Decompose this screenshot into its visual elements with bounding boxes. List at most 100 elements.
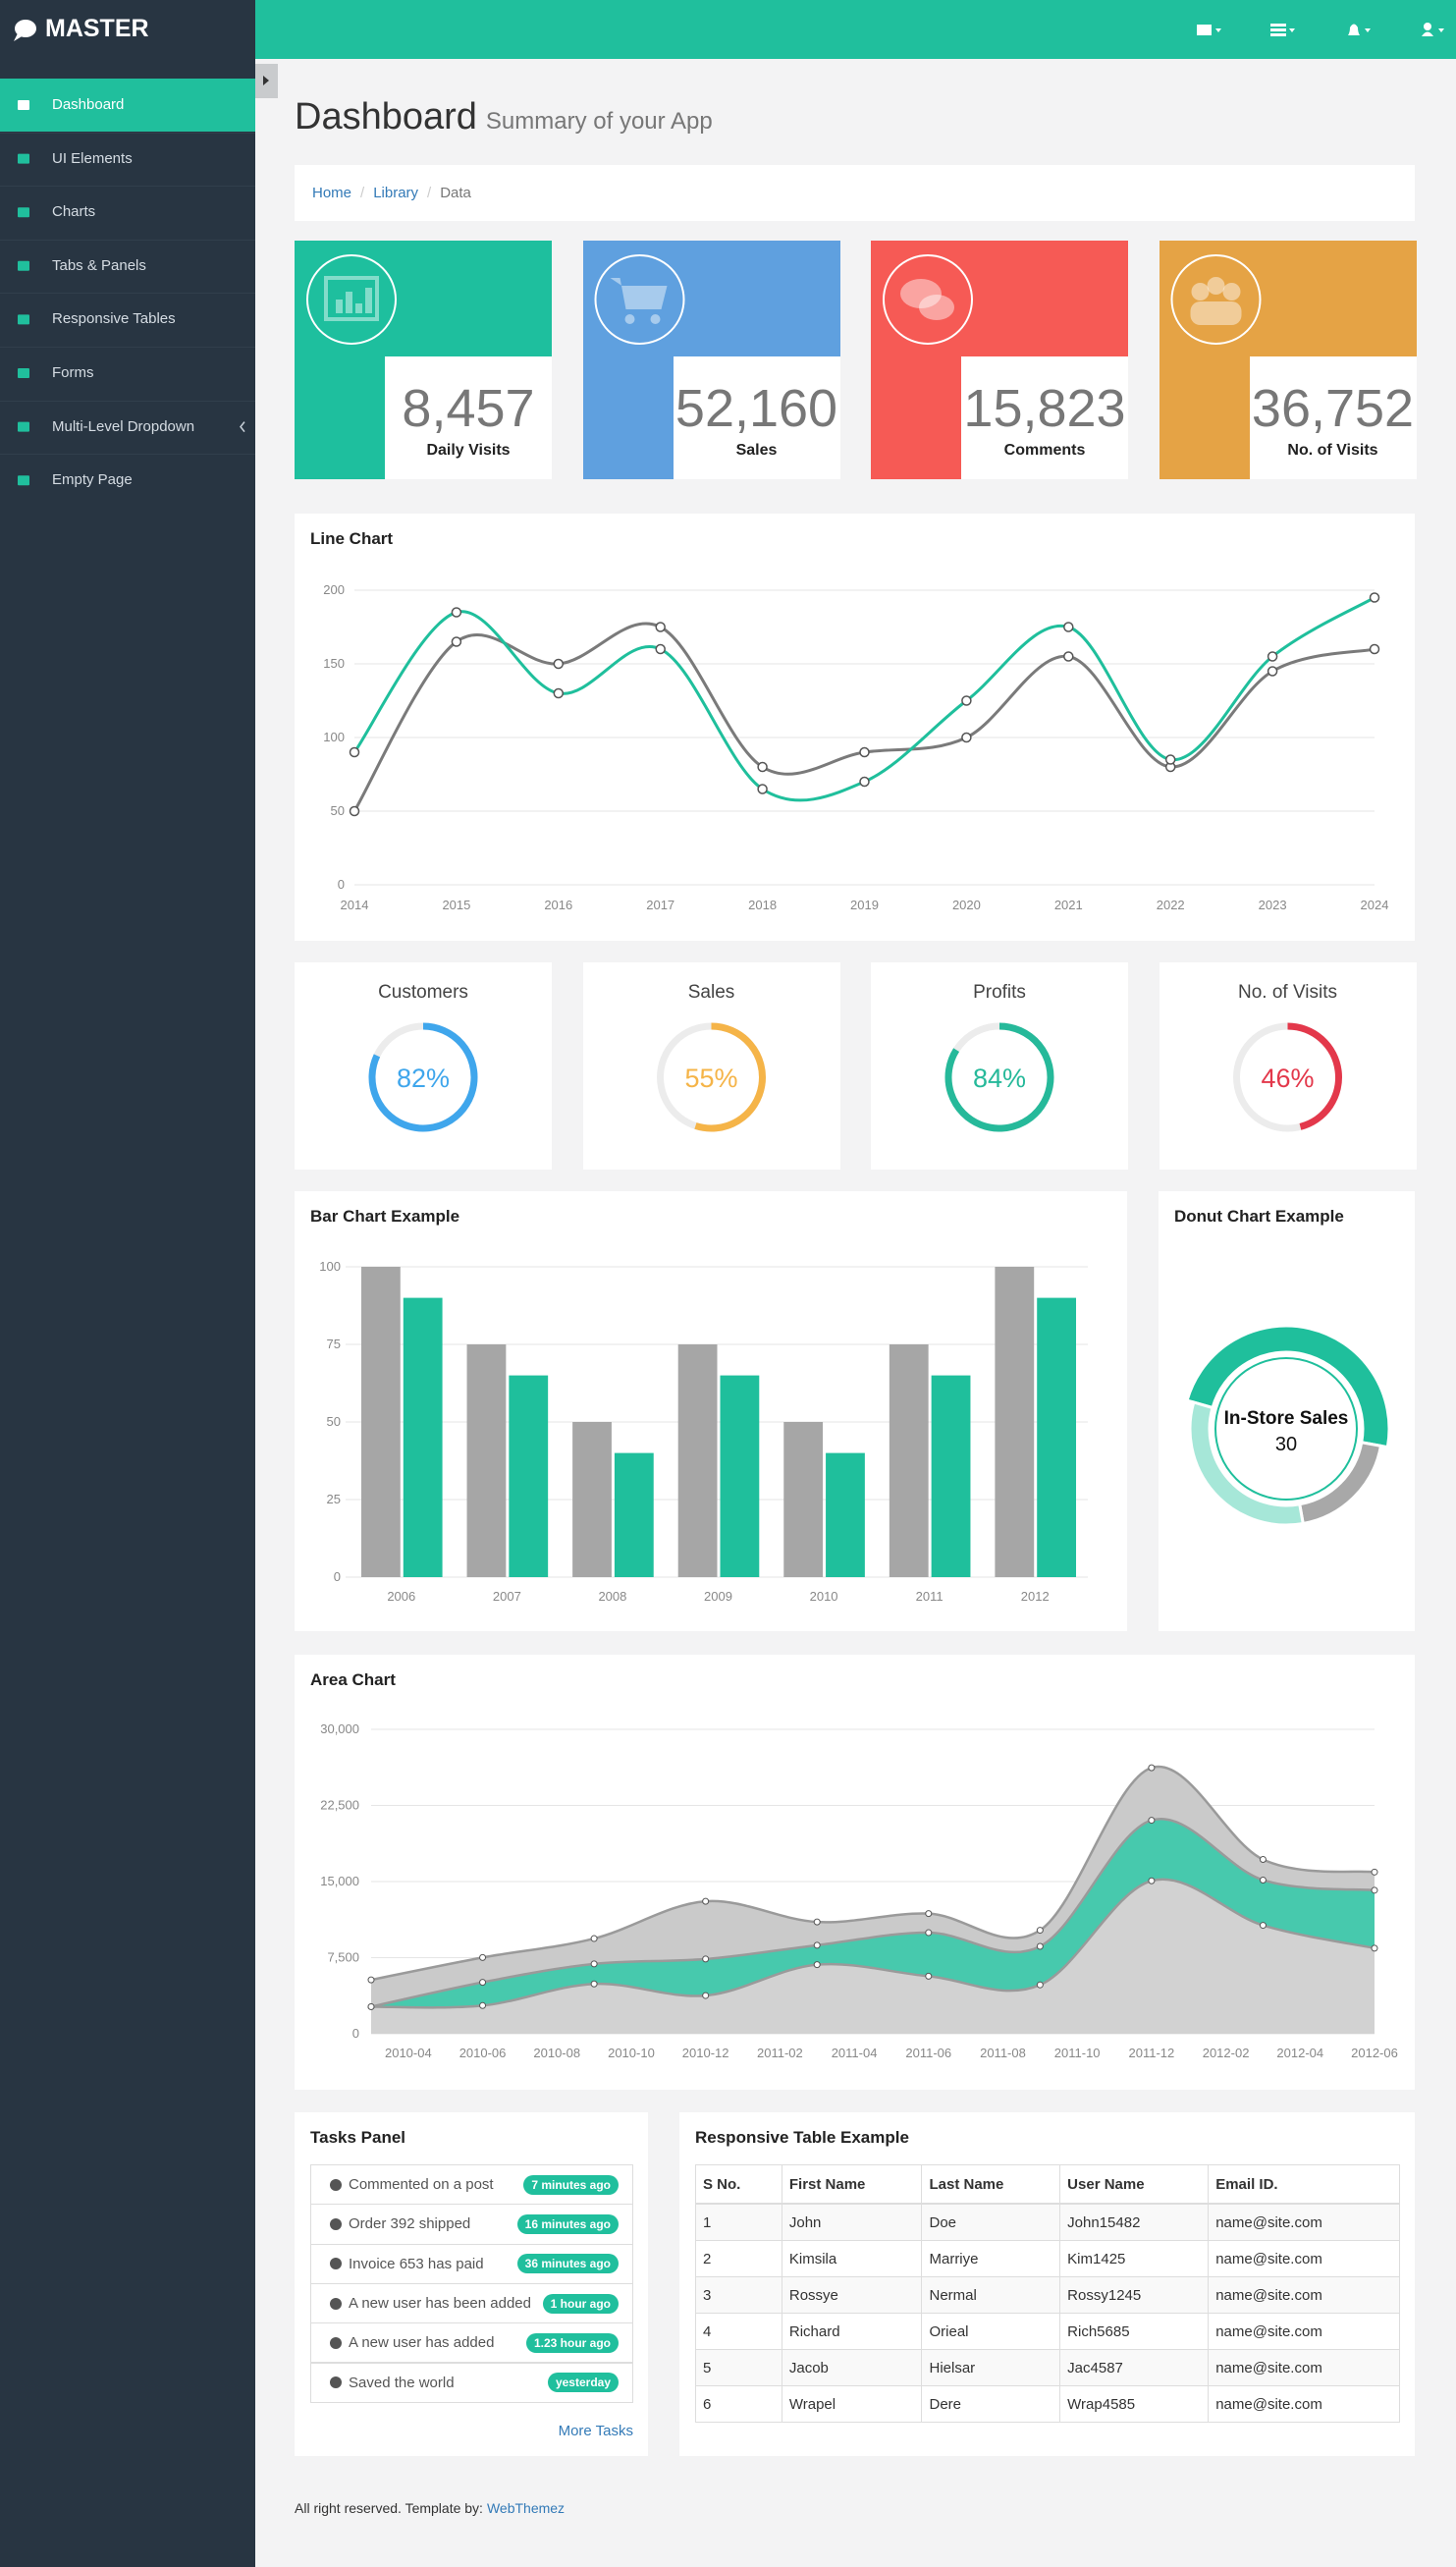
menu-separator — [0, 454, 255, 456]
table-cell: Marriye — [921, 2240, 1061, 2277]
task-icon-shape — [330, 2217, 342, 2230]
panel — [1159, 1191, 1415, 1631]
task-icon — [330, 2178, 342, 2191]
menu-item[interactable]: UI Elements — [52, 149, 133, 167]
top-bar — [255, 0, 1456, 59]
sidebar-toggle[interactable] — [255, 64, 278, 98]
panel — [295, 1191, 1127, 1631]
gauge-title: Profits — [973, 982, 1026, 1003]
task-time-badge: yesterday — [547, 2373, 619, 2393]
task-time-badge: 7 minutes ago — [523, 2174, 619, 2195]
table-cell: 6 — [695, 2385, 782, 2423]
menu-item[interactable]: Tabs & Panels — [52, 256, 146, 274]
page-heading: Dashboard Summary of your App — [295, 96, 713, 138]
task-icon — [330, 2297, 342, 2310]
table-cell: name@site.com — [1208, 2385, 1400, 2423]
stat-value: 15,823 — [963, 379, 1126, 438]
table-cell: 2 — [695, 2240, 782, 2277]
menu-item[interactable]: Responsive Tables — [52, 310, 176, 328]
task-icon-shape — [330, 2178, 342, 2191]
menu-separator — [0, 347, 255, 348]
footer-link[interactable]: WebThemez — [486, 2500, 566, 2516]
table-cell: Jacob — [781, 2349, 923, 2386]
table-header-cell: Last Name — [921, 2164, 1061, 2205]
task-text: Commented on a post — [349, 2176, 494, 2194]
table-cell: Kim1425 — [1059, 2240, 1210, 2277]
page-subtitle: Summary of your App — [485, 108, 713, 135]
menu-item[interactable]: Multi-Level Dropdown — [52, 417, 195, 435]
stat-content: 15,823 Comments — [961, 356, 1128, 479]
table-cell: Orieal — [921, 2313, 1061, 2350]
footer: All right reserved. Template by: WebTheme… — [295, 2500, 565, 2516]
table-cell: Jac4587 — [1059, 2349, 1210, 2386]
task-icon-shape — [330, 2336, 342, 2349]
table-row: 3 Rossye Nermal Rossy1245 name@site.com — [695, 2276, 1400, 2314]
table-cell: Rossye — [781, 2276, 923, 2314]
breadcrumb-item[interactable]: Home — [312, 185, 352, 201]
page-title: Dashboard — [295, 96, 477, 137]
stat-value: 52,160 — [674, 379, 838, 438]
task-icon — [330, 2336, 342, 2349]
brand-name: MASTER — [45, 15, 149, 42]
stat-content: 52,160 Sales — [673, 356, 840, 479]
menu-item[interactable]: Charts — [52, 203, 96, 221]
menu-separator — [0, 239, 255, 241]
breadcrumb-separator: / — [360, 185, 365, 201]
table-cell: 5 — [695, 2349, 782, 2386]
header-button[interactable] — [1341, 12, 1376, 47]
menu-separator — [0, 293, 255, 295]
stat-label: Daily Visits — [426, 442, 511, 459]
breadcrumb-item: Data — [440, 185, 471, 201]
task-text: A new user has added — [349, 2334, 495, 2352]
table-cell: John15482 — [1059, 2203, 1210, 2241]
stat-label: Comments — [1003, 442, 1086, 459]
table-header-row: S No. First Name Last Name User Name Email I… — [695, 2164, 1400, 2205]
task-icon — [330, 2258, 342, 2270]
panel-title: Line Chart — [310, 529, 394, 548]
menu-active-bg — [0, 79, 255, 132]
stat-content: 8,457 Daily Visits — [385, 356, 552, 479]
task-text: Order 392 shipped — [349, 2215, 471, 2233]
menu-item[interactable]: Empty Page — [52, 471, 133, 489]
table-cell: Rossy1245 — [1059, 2276, 1210, 2314]
header-button[interactable] — [1266, 12, 1301, 47]
table-cell: name@site.com — [1208, 2313, 1400, 2350]
table-cell: 3 — [695, 2276, 782, 2314]
menu-separator — [0, 400, 255, 402]
menu-item[interactable]: Dashboard — [52, 96, 125, 113]
table-cell: Doe — [921, 2203, 1061, 2241]
header-button[interactable] — [1192, 12, 1227, 47]
table-row: 1 John Doe John15482 name@site.com — [695, 2203, 1400, 2241]
menu-separator — [0, 186, 255, 188]
gauge-title: Sales — [687, 982, 735, 1003]
table-cell: Nermal — [921, 2276, 1061, 2314]
menu-item[interactable]: Forms — [52, 364, 94, 381]
stat-label: Sales — [735, 442, 778, 459]
menu-separator — [0, 132, 255, 134]
table-header-cell: User Name — [1059, 2164, 1210, 2205]
breadcrumb-item[interactable]: Library — [373, 185, 419, 201]
table-cell: name@site.com — [1208, 2240, 1400, 2277]
panel-title: Responsive Table Example — [695, 2128, 909, 2147]
gauge-title: No. of Visits — [1237, 982, 1338, 1003]
header-button[interactable] — [1415, 12, 1450, 47]
table-header-cell: Email ID. — [1208, 2164, 1400, 2205]
task-icon — [330, 2376, 342, 2389]
task-text: Invoice 653 has paid — [349, 2255, 484, 2272]
table-cell: Rich5685 — [1059, 2313, 1210, 2350]
table-wrap: S No. First Name Last Name User Name Email I… — [695, 2164, 1400, 2423]
table-head: S No. First Name Last Name User Name Email I… — [695, 2164, 1400, 2205]
more-tasks-link[interactable]: More Tasks — [558, 2423, 633, 2439]
task-icon-shape — [330, 2258, 342, 2270]
table-header-cell: S No. — [695, 2164, 782, 2205]
table-cell: 1 — [695, 2203, 782, 2241]
table-row: 2 Kimsila Marriye Kim1425 name@site.com — [695, 2240, 1400, 2277]
panel-title: Tasks Panel — [310, 2128, 406, 2147]
task-time-badge: 36 minutes ago — [516, 2254, 619, 2274]
panel — [295, 1655, 1415, 2090]
table-row: 5 Jacob Hielsar Jac4587 name@site.com — [695, 2349, 1400, 2386]
table-cell: Wrapel — [781, 2385, 923, 2423]
panel-title: Donut Chart Example — [1174, 1207, 1344, 1226]
table-cell: Richard — [781, 2313, 923, 2350]
table-cell: John — [781, 2203, 923, 2241]
